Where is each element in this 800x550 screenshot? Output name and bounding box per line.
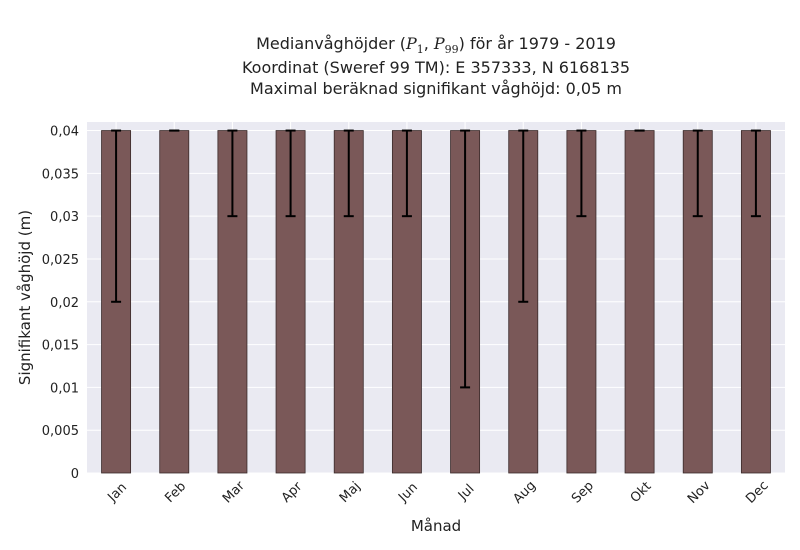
y-tick-label: 0,035 [42,167,79,182]
x-tick-label: Okt [628,479,655,506]
chart-title-line-2: Koordinat (Sweref 99 TM): E 357333, N 61… [241,58,631,77]
x-tick-label: Dec [743,478,771,506]
x-tick-label: Maj [337,479,364,506]
y-tick-label: 0 [71,467,79,482]
y-tick-label: 0,02 [50,296,79,311]
y-axis-label: Signifikant våghöjd (m) [16,210,34,385]
x-tick-label: Jan [105,480,130,505]
chart-title-line-1: Medianvåghöjder (P1, P99) för år 1979 - … [87,34,785,56]
title-text-after: ) för år 1979 - 2019 [458,34,616,53]
x-tick-label: Nov [685,478,714,507]
bar-okt [624,130,655,474]
x-axis-label: Månad [411,517,461,535]
y-tick-label: 0,01 [50,381,79,396]
plot-background [87,122,785,473]
title-text-before: Medianvåghöjder ( [256,34,406,53]
x-tick-label: Jul [455,482,477,504]
x-tick-label: Apr [279,479,306,506]
title-separator: , [423,34,434,53]
title-p1: P1 [405,34,424,57]
chart-title-line-3: Maximal beräknad signifikant våghöjd: 0,… [250,79,622,98]
x-tick-label: Jun [395,480,421,506]
x-tick-label: Feb [162,479,189,506]
x-tick-label: Mar [220,478,248,506]
y-tick-label: 0,03 [50,210,79,225]
y-tick-label: 0,04 [50,125,79,140]
x-tick-label: Aug [510,478,539,507]
x-tick-label: Sep [569,479,597,507]
y-tick-label: 0,005 [42,424,79,439]
y-tick-label: 0,015 [42,339,79,354]
y-tick-label: 0,025 [42,253,79,268]
bar-feb [159,130,190,474]
title-p99: P99 [433,34,459,57]
